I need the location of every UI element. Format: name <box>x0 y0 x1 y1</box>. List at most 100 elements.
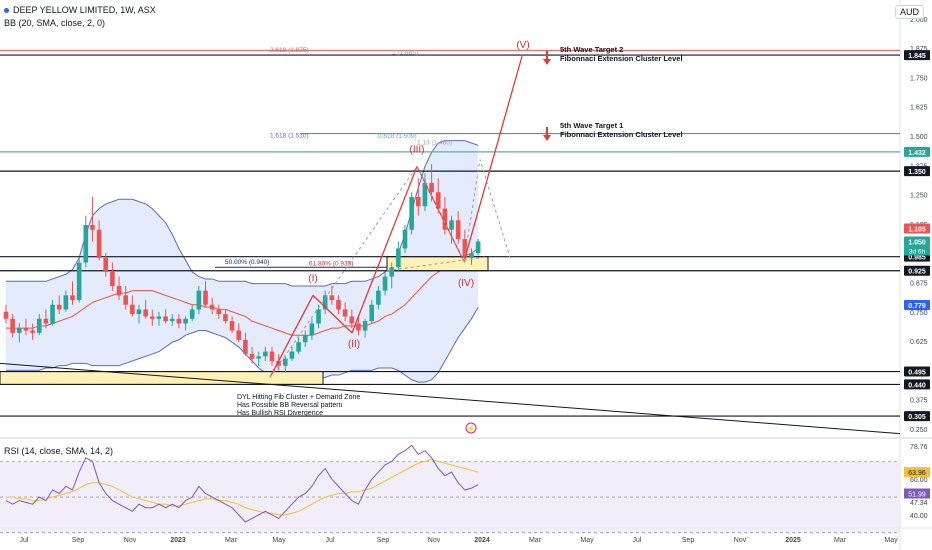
candle-body-32 <box>216 309 222 315</box>
candle-body-9 <box>63 295 69 310</box>
candle-body-39 <box>263 351 268 357</box>
symbol-legend[interactable]: DEEP YELLOW LIMITED, 1W, ASX <box>4 5 156 15</box>
time-tick-2: Nov <box>124 537 137 544</box>
candle-body-52 <box>349 316 355 324</box>
price-label-7: 0.779 <box>908 303 926 310</box>
fib-label-0: 2.618 (1.875) <box>270 47 309 54</box>
time-tick-11: May <box>580 537 594 544</box>
rsi-tick-0: 78.76 <box>910 444 928 451</box>
candle-body-49 <box>329 295 335 301</box>
time-tick-8: Nov <box>428 537 441 544</box>
time-tick-14: Nov <box>734 537 747 544</box>
price-tick-14: 0.250 <box>910 427 928 434</box>
price-tick-6: 1.250 <box>910 193 928 200</box>
lightning-glyph: ⚡ <box>467 424 476 433</box>
candle-body-26 <box>176 318 182 324</box>
candle-body-27 <box>183 318 188 324</box>
candle-body-1 <box>10 318 15 333</box>
candle-body-37 <box>249 353 255 359</box>
time-tick-6: Jul <box>326 537 335 544</box>
symbol-dot-icon <box>4 8 9 14</box>
time-tick-3: 2023 <box>170 537 186 544</box>
currency-badge[interactable]: AUD <box>894 5 924 19</box>
candle-body-60 <box>402 229 408 249</box>
candle-body-45 <box>302 335 308 343</box>
price-label-bg-0 <box>904 50 930 61</box>
price-tick-10: 0.750 <box>910 310 928 317</box>
candle-body-57 <box>382 276 388 291</box>
fib-label-5: 50.00% (0.940) <box>225 259 269 266</box>
price-label-bg-4 <box>904 236 930 247</box>
candle-body-41 <box>276 360 281 366</box>
fib-label-4: 1.13 (1.480) <box>417 140 452 147</box>
price-tick-2: 1.750 <box>910 75 928 82</box>
candle-body-64 <box>429 182 434 193</box>
candle-body-21 <box>143 309 148 317</box>
candle-body-40 <box>269 351 275 361</box>
candle-body-69 <box>462 239 468 258</box>
price-tick-13: 0.375 <box>910 398 928 405</box>
candle-body-61 <box>409 196 414 230</box>
candle-body-13 <box>90 225 95 230</box>
candle-body-8 <box>56 304 62 310</box>
annotation-line-2: Has Bullish RSI Divergence <box>237 410 323 417</box>
candle-body-59 <box>396 248 401 268</box>
rsi-ma-line <box>6 459 479 516</box>
fib-label-1: 1 (1.865) <box>392 49 418 56</box>
projection-dashed-3 <box>463 159 511 262</box>
price-label-bg-6 <box>904 265 930 276</box>
candle-body-56 <box>376 290 381 305</box>
rsi-legend-label: RSI (14, close, SMA, 14, 2) <box>4 446 114 456</box>
price-label-0: 1.845 <box>908 53 926 60</box>
price-label-bg-7 <box>904 299 930 310</box>
wave-segment-1 <box>312 294 353 334</box>
time-tick-12: Jul <box>633 537 642 544</box>
target-arrow-icon-0 <box>543 59 551 65</box>
rsi-tick-3: 40.00 <box>910 513 928 520</box>
candle-body-70 <box>469 253 474 258</box>
candle-body-30 <box>203 290 208 305</box>
candle-body-62 <box>416 196 421 207</box>
candle-body-44 <box>296 342 301 352</box>
price-label-9: 0.440 <box>908 382 926 389</box>
candle-body-65 <box>435 192 441 209</box>
target-subtitle-0: Fibonnaci Extension Cluster Level <box>560 54 683 63</box>
time-tick-5: May <box>272 537 286 544</box>
candle-body-43 <box>289 351 295 359</box>
price-label-4: 1.050 <box>908 239 926 246</box>
price-tick-1: 1.875 <box>910 46 928 53</box>
candle-body-42 <box>283 358 288 366</box>
wave-label-2: (III) <box>410 144 425 155</box>
price-tick-0: 2.000 <box>910 17 928 24</box>
candle-body-23 <box>156 316 162 319</box>
price-label-3: 1.105 <box>908 227 926 234</box>
candle-body-51 <box>342 309 348 317</box>
candle-body-3 <box>23 328 29 331</box>
wave-segment-4 <box>463 56 523 262</box>
rsi-line <box>5 444 479 523</box>
candle-body-66 <box>442 208 448 230</box>
candle-body-16 <box>110 271 115 286</box>
candle-body-47 <box>316 309 321 324</box>
price-label-2: 1.350 <box>908 169 926 176</box>
candle-body-48 <box>322 295 328 310</box>
fib-label-2: 1.618 (1.510) <box>270 133 309 140</box>
candle-body-50 <box>336 300 341 310</box>
price-label-bg-1 <box>904 146 930 157</box>
candle-body-14 <box>96 229 102 258</box>
candle-body-20 <box>136 309 142 315</box>
time-tick-13: Sep <box>682 537 695 544</box>
candle-body-33 <box>223 314 228 322</box>
bb-fill <box>6 140 479 383</box>
wave-segment-0 <box>269 295 314 378</box>
time-tick-7: Sep <box>377 537 390 544</box>
wave-segment-3 <box>416 166 465 262</box>
candle-body-7 <box>50 304 55 324</box>
fib-label-6: 61.80% (0.935) <box>309 260 353 267</box>
rsi-legend[interactable]: RSI (14, close, SMA, 14, 2) <box>4 446 113 456</box>
bb-legend[interactable]: BB (20, SMA, close, 2, 0) <box>4 18 105 28</box>
rsi-tick-2: 47.34 <box>910 500 928 507</box>
wave-label-3: (IV) <box>458 278 474 289</box>
time-tick-0: Jul <box>20 537 29 544</box>
